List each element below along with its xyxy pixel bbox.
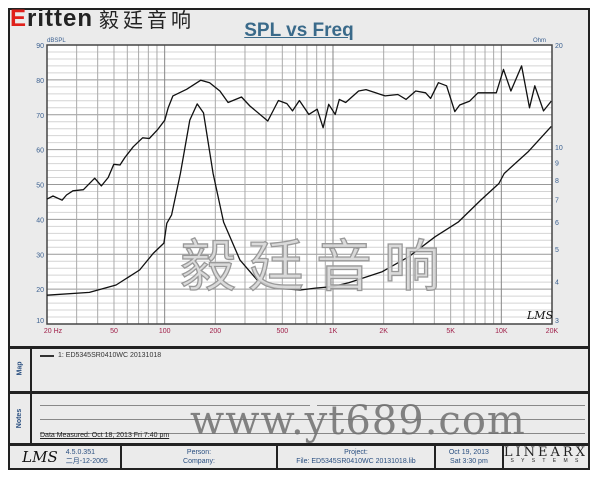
x-tick-label: 10K — [495, 328, 508, 335]
lms-watermark: LMS — [526, 309, 554, 322]
map-panel: Map 1: ED5345SR0410WC 20131018 — [10, 346, 588, 394]
x-tick-label: 100 — [159, 328, 171, 335]
footer: LMS 4.5.0.351 二月-12-2005 Person: Company:… — [10, 446, 588, 468]
build-date: 二月-12-2005 — [65, 458, 108, 465]
linearx-logo: LINEARX S Y S T E M S — [503, 445, 588, 464]
date: Oct 19, 2013 — [448, 449, 489, 456]
footer-date: Oct 19, 2013 Sat 3:30 pm — [436, 446, 504, 468]
y-tick-left: 50 — [36, 183, 44, 190]
notes-panel: Notes Data Measured: Oct 18, 2013 Fri 7:… — [10, 394, 588, 446]
map-label: Map — [10, 346, 32, 391]
y-tick-right: 4 — [555, 280, 559, 287]
watermark-chinese: 毅廷音响 — [179, 235, 452, 300]
x-tick-label: 500 — [276, 328, 288, 335]
x-tick-label: 2K — [379, 328, 388, 335]
y-tick-right: 8 — [555, 178, 559, 185]
x-tick-label: 1K — [329, 328, 338, 335]
plot-border — [46, 44, 553, 325]
x-tick-label: 20 Hz — [44, 328, 63, 335]
project: Project: — [344, 449, 368, 456]
y-tick-right: 5 — [555, 247, 559, 254]
footer-version: LMS 4.5.0.351 二月-12-2005 — [10, 446, 122, 468]
y-tick-left: 20 — [36, 287, 44, 294]
y-tick-right: 6 — [555, 220, 559, 227]
y-tick-left: 90 — [36, 43, 44, 50]
y-tick-left: 40 — [36, 217, 44, 224]
y-tick-left: 10 — [36, 318, 44, 325]
y-tick-left: 30 — [36, 252, 44, 259]
time: Sat 3:30 pm — [450, 458, 488, 465]
y-tick-left: 80 — [36, 78, 44, 85]
y-tick-right: 10 — [555, 145, 563, 152]
note-line — [40, 419, 310, 420]
y-tick-left: 60 — [36, 148, 44, 155]
impedance-curve — [46, 103, 552, 296]
note-line — [40, 433, 585, 434]
version: 4.5.0.351 — [65, 449, 95, 456]
y-tick-right: 20 — [555, 43, 563, 50]
x-tick-label: 200 — [209, 328, 221, 335]
chart-panel: 10 20 30 40 50 60 70 80 90 3 4 5 6 7 8 9 10 20 20 Hz 50 100 2… — [10, 10, 588, 349]
chart-title: SPL vs Freq — [244, 20, 354, 41]
y-axis-label-right: Ohm — [533, 38, 546, 44]
footer-person: Person: Company: — [122, 446, 278, 468]
footer-project: Project: File: ED5345SR0410WC 20131018.l… — [278, 446, 436, 468]
y-tick-right: 3 — [555, 318, 559, 325]
x-tick-label: 20K — [546, 328, 559, 335]
note-line — [40, 405, 310, 406]
y-tick-right: 7 — [555, 197, 559, 204]
note-line — [317, 405, 585, 406]
data-measured: Data Measured: Oct 18, 2013 Fri 7:40 pm — [40, 432, 170, 439]
spl-chart: 10 20 30 40 50 60 70 80 90 3 4 5 6 7 8 9 10 20 20 Hz 50 100 2… — [36, 38, 563, 335]
report-frame: 10 20 30 40 50 60 70 80 90 3 4 5 6 7 8 9 10 20 20 Hz 50 100 2… — [8, 8, 590, 470]
x-tick-label: 50 — [110, 328, 118, 335]
watermark-url: www.yt689.com — [190, 398, 526, 444]
x-tick-label: 5K — [446, 328, 455, 335]
lms-logo: LMS — [22, 447, 58, 466]
legend-item: 1: ED5345SR0410WC 20131018 — [40, 352, 161, 359]
legend-text: 1: ED5345SR0410WC 20131018 — [58, 352, 162, 359]
company: Company: — [183, 458, 215, 465]
file: File: ED5345SR0410WC 20131018.lib — [296, 458, 416, 465]
person: Person: — [186, 449, 212, 456]
y-tick-left: 70 — [36, 113, 44, 120]
y-tick-right: 9 — [555, 160, 559, 167]
notes-label: Notes — [10, 394, 32, 443]
eritten-logo: Eritten 毅廷音响 — [10, 4, 196, 33]
spl-curve — [46, 65, 552, 201]
legend-swatch — [40, 354, 54, 357]
note-line — [317, 419, 585, 420]
y-axis-label-left: dBSPL — [47, 38, 66, 44]
